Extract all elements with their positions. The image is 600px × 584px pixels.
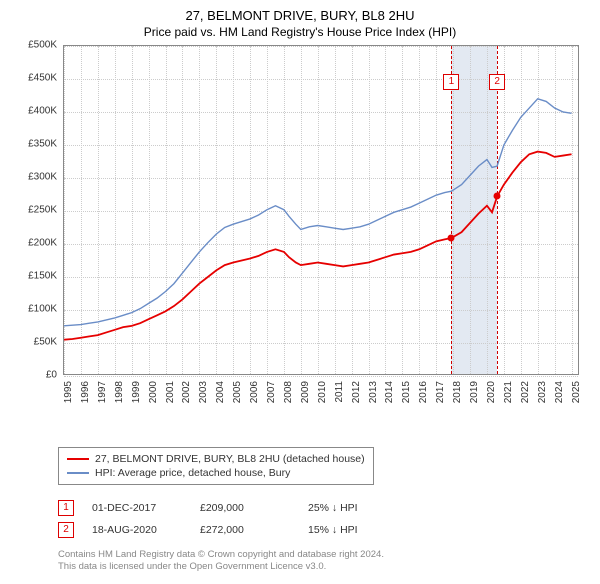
- chart-container: 27, BELMONT DRIVE, BURY, BL8 2HU Price p…: [0, 0, 600, 584]
- series-hpi: [64, 99, 572, 326]
- x-tick-label: 2015: [401, 381, 412, 403]
- sale-price: £209,000: [200, 502, 290, 514]
- y-tick-label: £0: [46, 370, 57, 381]
- x-tick-label: 2018: [452, 381, 463, 403]
- y-tick-label: £250K: [28, 205, 57, 216]
- footer-line-1: Contains HM Land Registry data © Crown c…: [58, 549, 590, 561]
- sale-date: 18-AUG-2020: [92, 524, 182, 536]
- x-tick-label: 2007: [266, 381, 277, 403]
- sale-point: [494, 193, 501, 200]
- legend-swatch: [67, 458, 89, 460]
- sales-table: 1 01-DEC-2017 £209,000 25% ↓ HPI 2 18-AUG-202…: [58, 497, 590, 541]
- sale-row: 1 01-DEC-2017 £209,000 25% ↓ HPI: [58, 497, 590, 519]
- legend-label: HPI: Average price, detached house, Bury: [95, 467, 290, 479]
- y-tick-label: £450K: [28, 73, 57, 84]
- x-tick-label: 2013: [368, 381, 379, 403]
- sale-point: [448, 235, 455, 242]
- x-tick-label: 1999: [131, 381, 142, 403]
- x-tick-label: 2012: [351, 381, 362, 403]
- x-tick-label: 2002: [181, 381, 192, 403]
- sale-price: £272,000: [200, 524, 290, 536]
- x-tick-label: 2020: [486, 381, 497, 403]
- y-tick-label: £500K: [28, 40, 57, 51]
- x-tick-label: 2021: [503, 381, 514, 403]
- sale-date: 01-DEC-2017: [92, 502, 182, 514]
- x-tick-label: 2008: [283, 381, 294, 403]
- legend: 27, BELMONT DRIVE, BURY, BL8 2HU (detach…: [58, 447, 374, 485]
- x-tick-label: 2009: [300, 381, 311, 403]
- y-tick-label: £150K: [28, 271, 57, 282]
- x-tick-label: 2024: [554, 381, 565, 403]
- x-tick-label: 2022: [520, 381, 531, 403]
- x-tick-label: 1996: [80, 381, 91, 403]
- legend-row: HPI: Average price, detached house, Bury: [67, 466, 365, 480]
- x-tick-label: 1997: [97, 381, 108, 403]
- footer-line-2: This data is licensed under the Open Gov…: [58, 561, 590, 573]
- sale-marker: 2: [58, 522, 74, 538]
- x-tick-label: 2005: [232, 381, 243, 403]
- x-tick-label: 2000: [148, 381, 159, 403]
- y-tick-label: £400K: [28, 106, 57, 117]
- legend-row: 27, BELMONT DRIVE, BURY, BL8 2HU (detach…: [67, 452, 365, 466]
- x-tick-label: 2001: [165, 381, 176, 403]
- plot-area: 12: [63, 45, 579, 375]
- y-tick-label: £200K: [28, 238, 57, 249]
- chart-marker: 2: [489, 74, 505, 90]
- chart-marker: 1: [443, 74, 459, 90]
- legend-swatch: [67, 472, 89, 474]
- x-tick-label: 2011: [334, 381, 345, 403]
- x-tick-label: 2003: [198, 381, 209, 403]
- sale-row: 2 18-AUG-2020 £272,000 15% ↓ HPI: [58, 519, 590, 541]
- x-tick-label: 2025: [571, 381, 582, 403]
- x-tick-label: 2023: [537, 381, 548, 403]
- y-tick-label: £350K: [28, 139, 57, 150]
- sale-delta: 25% ↓ HPI: [308, 502, 398, 514]
- series-price_paid: [64, 152, 572, 340]
- x-tick-label: 2019: [469, 381, 480, 403]
- y-axis: £0£50K£100K£150K£200K£250K£300K£350K£400…: [15, 45, 59, 375]
- x-tick-label: 2010: [317, 381, 328, 403]
- series-svg: [64, 46, 580, 376]
- x-tick-label: 1998: [114, 381, 125, 403]
- x-tick-label: 2017: [435, 381, 446, 403]
- y-tick-label: £300K: [28, 172, 57, 183]
- y-tick-label: £50K: [34, 337, 57, 348]
- footer: Contains HM Land Registry data © Crown c…: [58, 549, 590, 574]
- x-axis: 1995 1996 1997 1998 1999 2000 2001 2002 2003 2004…: [63, 377, 579, 407]
- x-tick-label: 2014: [384, 381, 395, 403]
- plot-wrapper: £0 £50K £100K £150K £200K £250K £300K £350K £400…: [15, 45, 585, 405]
- x-tick-label: 2016: [418, 381, 429, 403]
- sale-marker: 1: [58, 500, 74, 516]
- x-tick-label: 2004: [215, 381, 226, 403]
- chart-subtitle: Price paid vs. HM Land Registry's House …: [10, 25, 590, 39]
- legend-label: 27, BELMONT DRIVE, BURY, BL8 2HU (detach…: [95, 453, 365, 465]
- sale-delta: 15% ↓ HPI: [308, 524, 398, 536]
- x-tick-label: 2006: [249, 381, 260, 403]
- x-tick-label: 1995: [63, 381, 74, 403]
- y-tick-label: £100K: [28, 304, 57, 315]
- chart-title: 27, BELMONT DRIVE, BURY, BL8 2HU: [10, 8, 590, 23]
